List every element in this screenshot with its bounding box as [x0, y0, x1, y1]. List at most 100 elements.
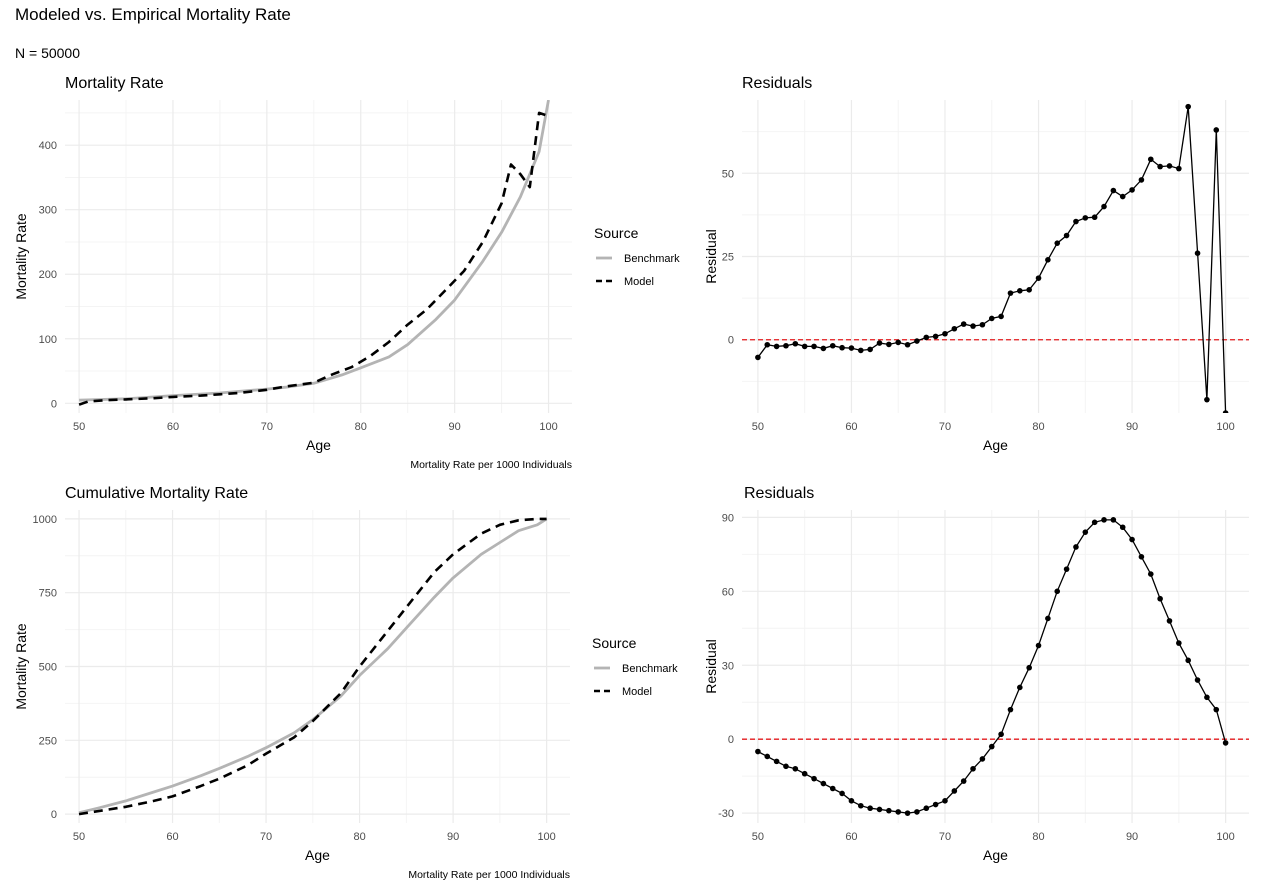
x-tick-label: 90 — [447, 831, 459, 843]
residual-point — [792, 765, 799, 772]
legend-entry-label: Benchmark — [622, 663, 678, 675]
x-tick-label: 100 — [539, 421, 557, 433]
panel-caption: Mortality Rate per 1000 Individuals — [408, 869, 570, 881]
residual-point — [979, 321, 986, 328]
residual-point — [755, 748, 761, 755]
residual-point — [1035, 642, 1042, 649]
residual-point — [998, 731, 1004, 738]
legend-title: Source — [594, 225, 639, 241]
residual-point — [895, 809, 902, 815]
residual-point — [895, 339, 902, 346]
residual-point — [1054, 240, 1061, 246]
x-tick-label: 90 — [1126, 421, 1138, 433]
residual-point — [904, 810, 911, 816]
residual-point — [1129, 536, 1135, 543]
residual-point — [867, 805, 873, 812]
residual-point — [1157, 163, 1163, 170]
residual-point — [970, 765, 976, 772]
y-tick-label: 0 — [51, 809, 57, 821]
panel-title: Cumulative Mortality Rate — [65, 485, 248, 502]
residual-point — [1204, 694, 1210, 701]
x-tick-label: 50 — [752, 831, 764, 843]
residual-point — [820, 345, 827, 352]
residual-point — [811, 775, 817, 782]
y-tick-label: -30 — [718, 808, 734, 820]
x-axis-label: Age — [306, 437, 331, 453]
y-axis-label: Mortality Rate — [13, 213, 29, 300]
residual-point — [1017, 684, 1023, 691]
residual-point — [1073, 218, 1079, 225]
x-tick-label: 70 — [939, 421, 951, 433]
figure-subtitle: N = 50000 — [15, 45, 80, 61]
residual-point — [923, 805, 930, 812]
residual-point — [801, 770, 808, 777]
x-tick-label: 50 — [73, 831, 85, 843]
residual-point — [1194, 250, 1201, 256]
x-tick-label: 60 — [845, 421, 857, 433]
x-tick-label: 50 — [752, 421, 764, 433]
residual-point — [1157, 595, 1163, 602]
panel-2: 50 60 70 80 90 100 0 25 50 Residuals Age Residual — [703, 75, 1249, 453]
panel-4: 50 60 70 80 90 100 -30 0 30 60 90 Residuals Age Resid… — [703, 485, 1249, 863]
y-tick-label: 90 — [722, 512, 734, 524]
residual-point — [811, 343, 817, 350]
residual-point — [988, 315, 995, 322]
model-series-line — [78, 111, 549, 406]
benchmark-series-line — [79, 100, 550, 402]
residual-point — [951, 325, 958, 332]
y-tick-label: 500 — [39, 662, 57, 674]
x-tick-label: 100 — [1216, 831, 1234, 843]
residual-point — [1063, 566, 1070, 572]
panel-title: Residuals — [742, 75, 812, 92]
residual-point — [951, 788, 958, 794]
y-tick-label: 60 — [722, 586, 734, 598]
x-tick-label: 80 — [353, 831, 365, 843]
x-tick-label: 100 — [1216, 421, 1234, 433]
residual-point — [988, 743, 995, 750]
residual-point — [1166, 163, 1173, 169]
residual-point — [801, 343, 808, 350]
residual-point — [914, 338, 920, 344]
residual-point — [764, 753, 771, 760]
model-series-line — [78, 517, 547, 816]
residual-point — [764, 341, 771, 348]
x-tick-label: 70 — [939, 831, 951, 843]
residual-point — [1017, 287, 1023, 294]
plot-area — [755, 517, 1229, 816]
residual-point — [998, 313, 1004, 320]
y-tick-label: 50 — [722, 168, 734, 180]
y-tick-label: 0 — [728, 734, 734, 746]
residual-point — [1176, 640, 1182, 646]
y-tick-label: 100 — [39, 334, 57, 346]
residual-point — [1035, 275, 1042, 281]
legend-title: Source — [592, 635, 637, 651]
residual-point — [857, 802, 864, 809]
residual-point — [1222, 410, 1229, 413]
panel-title: Mortality Rate — [65, 75, 164, 92]
residual-point — [839, 790, 845, 797]
x-tick-label: 100 — [537, 831, 555, 843]
panel-caption: Mortality Rate per 1000 Individuals — [410, 459, 572, 471]
legend-entry-label: Benchmark — [624, 253, 680, 265]
residual-point — [1119, 193, 1126, 200]
plot-area — [78, 100, 550, 406]
residual-point — [1147, 571, 1154, 577]
y-tick-label: 30 — [722, 660, 734, 672]
residual-point — [942, 330, 948, 337]
figure-title: Modeled vs. Empirical Mortality Rate — [15, 5, 291, 24]
y-tick-label: 25 — [722, 252, 734, 264]
y-tick-label: 0 — [51, 398, 57, 410]
residual-point — [932, 333, 939, 340]
x-tick-label: 80 — [1032, 421, 1044, 433]
x-axis-label: Age — [983, 847, 1008, 863]
residual-point — [1204, 396, 1210, 403]
residual-point — [755, 354, 761, 361]
residual-point — [1101, 517, 1107, 523]
y-tick-label: 250 — [39, 735, 57, 747]
residual-point — [960, 321, 967, 327]
x-tick-label: 80 — [1032, 831, 1044, 843]
x-tick-label: 90 — [1126, 831, 1138, 843]
y-tick-label: 300 — [39, 205, 57, 217]
